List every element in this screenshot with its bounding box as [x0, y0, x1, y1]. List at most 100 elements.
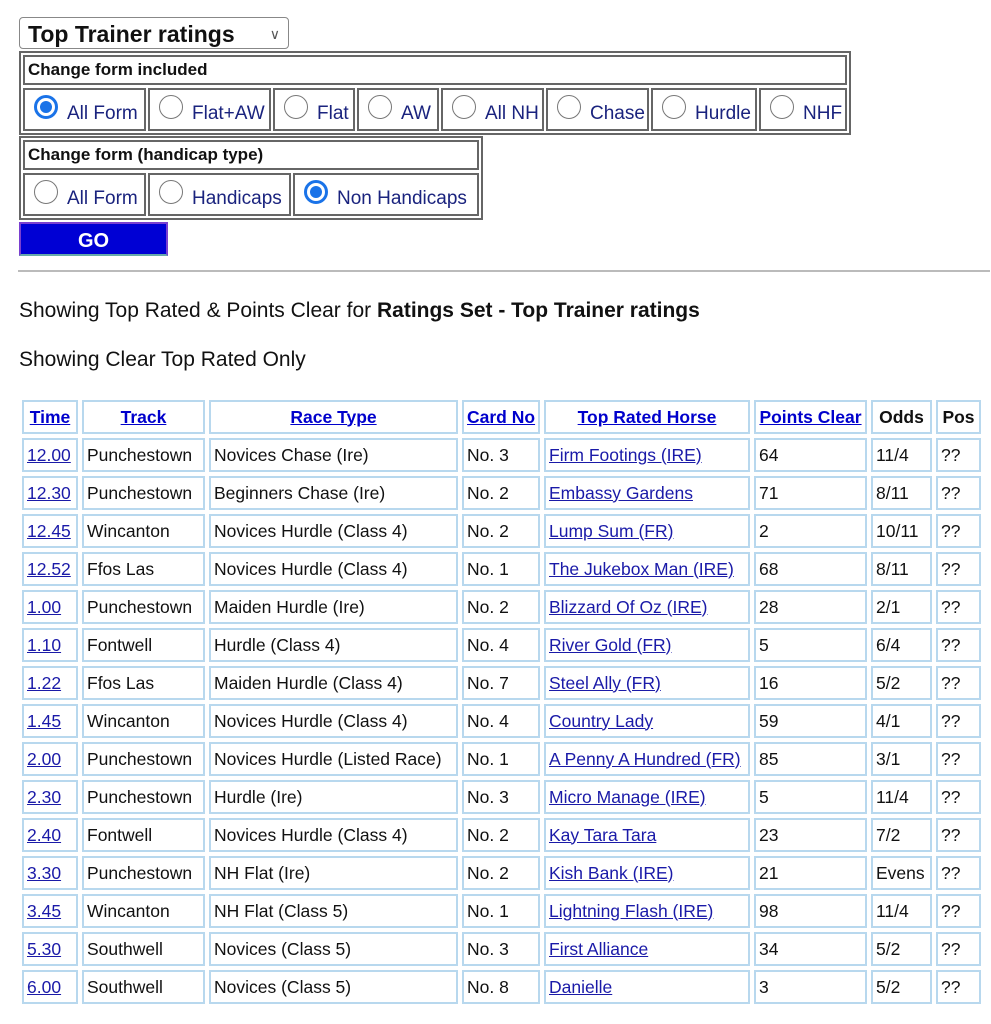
table-cell: 68	[754, 552, 867, 586]
header-label[interactable]: Points Clear	[759, 406, 862, 427]
radio-button-icon[interactable]	[34, 180, 58, 204]
race-time-link[interactable]: 1.10	[27, 634, 62, 655]
radio-button-icon[interactable]	[452, 95, 476, 119]
horse-link[interactable]: Firm Footings (IRE)	[549, 444, 702, 465]
radio-handicap_type-all-form[interactable]: All Form	[23, 173, 146, 216]
header-label[interactable]: Card No	[467, 406, 536, 427]
radio-button-icon[interactable]	[662, 95, 686, 119]
cell-text: Ffos Las	[87, 672, 155, 693]
horse-link[interactable]: River Gold (FR)	[549, 634, 672, 655]
table-cell: Novices Chase (Ire)	[209, 438, 458, 472]
column-header[interactable]: Time	[22, 400, 78, 434]
radio-handicap_type-handicaps[interactable]: Handicaps	[148, 173, 291, 216]
radio-button-icon[interactable]	[368, 95, 392, 119]
column-header[interactable]: Top Rated Horse	[544, 400, 750, 434]
horse-link[interactable]: Kay Tara Tara	[549, 824, 657, 845]
column-header[interactable]: Track	[82, 400, 205, 434]
race-time-link[interactable]: 12.52	[27, 558, 71, 579]
header-label[interactable]: Top Rated Horse	[577, 406, 717, 427]
radio-button-icon[interactable]	[557, 95, 581, 119]
table-cell: ??	[936, 552, 981, 586]
race-time-link[interactable]: 3.45	[27, 900, 62, 921]
race-time-link[interactable]: 6.00	[27, 976, 62, 997]
table-row: 1.00 Punchestown Maiden Hurdle (Ire) No. 2 B…	[22, 590, 981, 624]
horse-link[interactable]: Embassy Gardens	[549, 482, 693, 503]
table-cell: Embassy Gardens	[544, 476, 750, 510]
radio-form_included-hurdle[interactable]: Hurdle	[651, 88, 757, 131]
column-header[interactable]: Race Type	[209, 400, 458, 434]
table-row: 12.00 Punchestown Novices Chase (Ire) No. 3…	[22, 438, 981, 472]
horse-link[interactable]: A Penny A Hundred (FR)	[549, 748, 741, 769]
radio-form_included-chase[interactable]: Chase	[546, 88, 649, 131]
radio-form_included-aw[interactable]: AW	[357, 88, 439, 131]
radio-form_included-all-nh[interactable]: All NH	[441, 88, 544, 131]
cell-text: No. 2	[467, 520, 509, 541]
column-header[interactable]: Points Clear	[754, 400, 867, 434]
horse-link[interactable]: Kish Bank (IRE)	[549, 862, 674, 883]
radio-button-icon[interactable]	[34, 95, 58, 119]
radio-button-icon[interactable]	[159, 95, 183, 119]
table-cell: Lump Sum (FR)	[544, 514, 750, 548]
table-cell: ??	[936, 476, 981, 510]
radio-button-icon[interactable]	[284, 95, 308, 119]
table-row: 6.00 Southwell Novices (Class 5) No. 8 Danie…	[22, 970, 981, 1004]
horse-link[interactable]: Country Lady	[549, 710, 654, 731]
cell-text: No. 3	[467, 938, 509, 959]
horse-link[interactable]: Blizzard Of Oz (IRE)	[549, 596, 708, 617]
table-cell: Punchestown	[82, 590, 205, 624]
go-button[interactable]: GO	[19, 222, 168, 256]
table-cell: 12.30	[22, 476, 78, 510]
race-time-link[interactable]: 3.30	[27, 862, 62, 883]
radio-form_included-all-form[interactable]: All Form	[23, 88, 146, 131]
cell-text: No. 4	[467, 634, 509, 655]
cell-text: 28	[759, 596, 779, 617]
race-time-link[interactable]: 12.30	[27, 482, 71, 503]
race-time-link[interactable]: 1.45	[27, 710, 62, 731]
radio-form_included-nhf[interactable]: NHF	[759, 88, 847, 131]
cell-text: Fontwell	[87, 824, 153, 845]
table-cell: Southwell	[82, 970, 205, 1004]
horse-link[interactable]: First Alliance	[549, 938, 649, 959]
cell-text: No. 1	[467, 558, 509, 579]
cell-text: Maiden Hurdle (Ire)	[214, 596, 365, 617]
race-time-link[interactable]: 12.00	[27, 444, 71, 465]
radio-button-icon[interactable]	[770, 95, 794, 119]
ratings-set-select[interactable]: Top Trainer ratings ∨	[19, 17, 289, 49]
cell-text: No. 1	[467, 900, 509, 921]
cell-text: Hurdle (Ire)	[214, 786, 303, 807]
header-label[interactable]: Race Type	[290, 406, 377, 427]
cell-text: ??	[941, 634, 961, 655]
cell-text: Novices Hurdle (Class 4)	[214, 558, 408, 579]
race-time-link[interactable]: 1.22	[27, 672, 62, 693]
race-time-link[interactable]: 2.40	[27, 824, 62, 845]
radio-label: Hurdle	[695, 103, 751, 124]
table-cell: No. 2	[462, 590, 540, 624]
radio-form_included-flat[interactable]: Flat	[273, 88, 355, 131]
cell-text: ??	[941, 976, 961, 997]
header-label[interactable]: Time	[29, 406, 71, 427]
table-cell: 1.45	[22, 704, 78, 738]
race-time-link[interactable]: 1.00	[27, 596, 62, 617]
header-label[interactable]: Track	[120, 406, 167, 427]
table-cell: 2.30	[22, 780, 78, 814]
horse-link[interactable]: The Jukebox Man (IRE)	[549, 558, 734, 579]
column-header[interactable]: Card No	[462, 400, 540, 434]
radio-handicap_type-non-handicaps[interactable]: Non Handicaps	[293, 173, 479, 216]
horse-link[interactable]: Danielle	[549, 976, 613, 997]
radio-form_included-flat-aw[interactable]: Flat+AW	[148, 88, 271, 131]
race-time-link[interactable]: 2.30	[27, 786, 62, 807]
horse-link[interactable]: Lump Sum (FR)	[549, 520, 674, 541]
cell-text: Novices Chase (Ire)	[214, 444, 369, 465]
race-time-link[interactable]: 2.00	[27, 748, 62, 769]
horse-link[interactable]: Steel Ally (FR)	[549, 672, 661, 693]
radio-button-icon[interactable]	[304, 180, 328, 204]
table-cell: 1.22	[22, 666, 78, 700]
race-time-link[interactable]: 5.30	[27, 938, 62, 959]
radio-button-icon[interactable]	[159, 180, 183, 204]
race-time-link[interactable]: 12.45	[27, 520, 71, 541]
horse-link[interactable]: Lightning Flash (IRE)	[549, 900, 714, 921]
table-cell: Firm Footings (IRE)	[544, 438, 750, 472]
cell-text: Evens	[876, 862, 925, 883]
horse-link[interactable]: Micro Manage (IRE)	[549, 786, 706, 807]
table-cell: 5/2	[871, 970, 932, 1004]
